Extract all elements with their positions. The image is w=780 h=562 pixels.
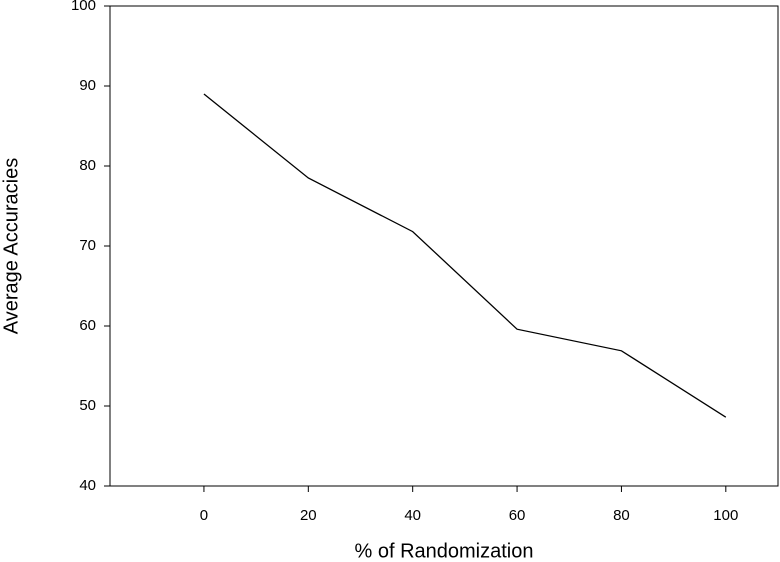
x-tick-label: 60 <box>509 507 526 524</box>
y-axis-title: Average Accuracies <box>0 158 22 334</box>
y-tick-label: 70 <box>79 237 96 254</box>
x-tick-label: 100 <box>713 507 738 524</box>
y-tick-label: 50 <box>79 397 96 414</box>
x-tick-label: 0 <box>200 507 208 524</box>
x-axis-title: % of Randomization <box>355 540 534 562</box>
y-tick-label: 80 <box>79 157 96 174</box>
x-tick-label: 20 <box>300 507 317 524</box>
line <box>203 93 727 418</box>
y-tick-label: 100 <box>71 0 96 14</box>
y-tick-label: 40 <box>79 477 96 494</box>
x-tick-label: 80 <box>613 507 630 524</box>
plot-frame <box>109 5 779 487</box>
y-tick-label: 90 <box>79 77 96 94</box>
y-tick-label: 60 <box>79 317 96 334</box>
x-tick-label: 40 <box>404 507 421 524</box>
